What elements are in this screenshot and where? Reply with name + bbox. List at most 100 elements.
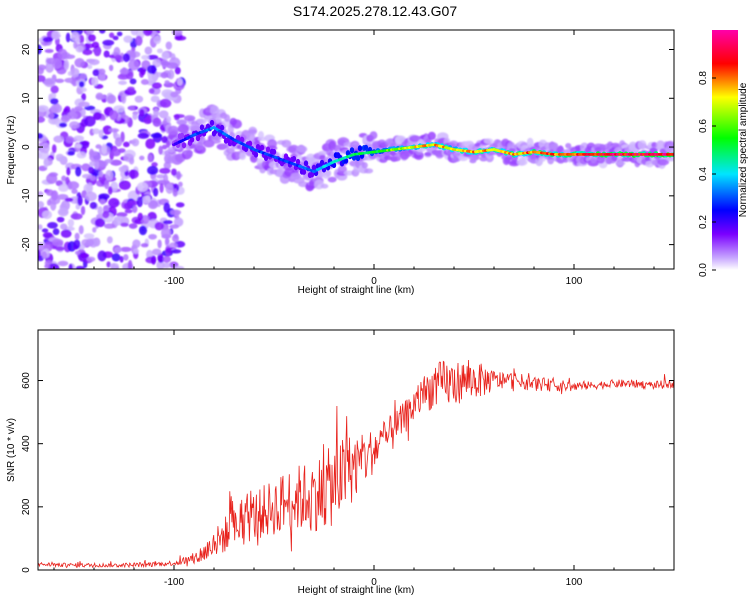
noise-blob [86, 256, 96, 262]
noise-blob [141, 55, 150, 60]
noise-blob [107, 186, 113, 195]
ridge-halo [257, 136, 266, 142]
noise-blob [110, 159, 122, 166]
noise-blob [75, 166, 82, 177]
noise-blob [128, 59, 140, 71]
colorbar: 0.0 0.2 0.4 0.6 0.8 Normalized spectral ampl… [698, 30, 749, 277]
noise-blob [130, 30, 139, 36]
noise-blob [44, 48, 54, 53]
ridge-halo [526, 137, 534, 148]
ridge-halo [239, 152, 247, 161]
noise-blob [80, 253, 90, 259]
noise-blob [128, 157, 135, 165]
noise-blob [64, 197, 74, 202]
noise-blob [85, 238, 95, 247]
noise-blob [165, 183, 174, 194]
noise-blob [51, 30, 61, 40]
ridge-outer [301, 168, 307, 175]
noise-blob [108, 197, 120, 208]
colorbar-label: Normalized spectral amplitude [738, 82, 749, 217]
ridge-outer [179, 132, 185, 139]
ridge-halo [483, 138, 494, 144]
noise-blob [50, 98, 59, 105]
y-tick-label: -10 [21, 188, 32, 203]
x-tick-label: 0 [371, 276, 377, 287]
noise-blob [81, 163, 91, 172]
noise-blob [107, 94, 117, 104]
noise-blob [67, 181, 80, 190]
noise-blob [38, 74, 46, 83]
ridge-halo [320, 183, 329, 189]
noise-blob [38, 116, 46, 123]
noise-blob [166, 115, 172, 124]
noise-blob [109, 263, 119, 269]
x-tick-label: 100 [566, 577, 583, 588]
ridge-halo [225, 147, 235, 154]
noise-blob [79, 73, 87, 80]
noise-blob [53, 135, 64, 143]
noise-blob [65, 176, 70, 185]
ridge-halo [615, 160, 625, 167]
ridge-halo [538, 155, 547, 162]
noise-blob [118, 80, 127, 85]
noise-blob [127, 259, 133, 269]
noise-blob [169, 224, 180, 229]
noise-blob [50, 103, 63, 114]
noise-blob [42, 210, 53, 220]
noise-blob [123, 202, 133, 210]
y-tick-label: 400 [21, 435, 32, 452]
noise-blob [118, 166, 127, 173]
noise-blob [157, 252, 164, 263]
noise-blob [50, 92, 57, 99]
noise-blob [157, 239, 162, 249]
x-tick-label: -100 [164, 276, 184, 287]
ridge-outer [309, 171, 315, 178]
noise-blob [81, 93, 87, 101]
noise-blob [93, 111, 102, 121]
noise-blob [56, 216, 65, 223]
noise-blob [91, 76, 99, 87]
ridge-halo [657, 158, 670, 166]
noise-blob [137, 212, 144, 221]
noise-blob [82, 49, 93, 56]
noise-blob [85, 30, 95, 35]
noise-blob [171, 168, 177, 176]
noise-blob [148, 88, 155, 94]
noise-blob [170, 209, 182, 216]
noise-blob [89, 161, 96, 167]
noise-blob [147, 211, 157, 222]
noise-blob [78, 81, 85, 88]
noise-blob [174, 35, 187, 41]
noise-blob [46, 199, 52, 206]
noise-blob [136, 196, 143, 208]
noise-blob [113, 246, 122, 253]
noise-blob [116, 31, 123, 37]
noise-blob [97, 206, 103, 216]
noise-blob [133, 248, 140, 254]
noise-blob [56, 156, 66, 162]
ridge-outer [319, 159, 325, 166]
noise-blob [42, 36, 54, 43]
noise-blob [167, 69, 175, 80]
noise-blob [74, 143, 83, 149]
ridge-halo [343, 170, 355, 176]
noise-blob [142, 195, 151, 204]
noise-blob [63, 54, 76, 60]
noise-blob [55, 180, 63, 187]
noise-blob [98, 193, 110, 200]
noise-blob [43, 77, 56, 88]
noise-blob [60, 229, 72, 238]
snr-ylabel: SNR (10 * v/v) [6, 418, 17, 482]
noise-blob [164, 237, 170, 245]
noise-blob [77, 195, 83, 206]
noise-blob [157, 180, 168, 186]
noise-blob [114, 54, 123, 61]
noise-blob [98, 129, 104, 139]
noise-blob [129, 78, 137, 85]
y-tick-label: -20 [21, 237, 32, 252]
noise-blob [58, 122, 67, 128]
ridge-halo [327, 176, 337, 183]
ridge-halo [621, 156, 632, 162]
noise-blob [158, 145, 163, 155]
spectrogram-texture [38, 30, 674, 269]
